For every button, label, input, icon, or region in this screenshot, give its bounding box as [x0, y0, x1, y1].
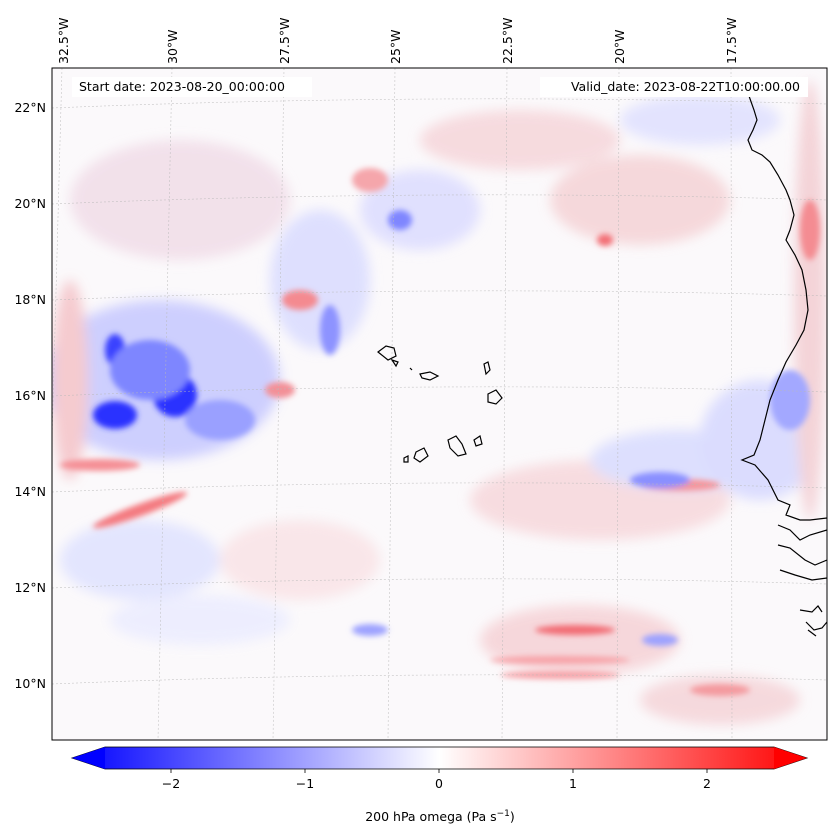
- coastlines: [377, 95, 827, 637]
- latitude-labels: 22°N 20°N 18°N 16°N 14°N 12°N 10°N: [14, 100, 46, 691]
- colorbar-label-sup: −1: [497, 809, 510, 819]
- colorbar-label-main: 200 hPa omega (Pa s: [365, 809, 496, 824]
- lon-label-25w: 25°W: [388, 29, 403, 64]
- start-date-text: Start date: 2023-08-20_00:00:00: [79, 79, 285, 94]
- lon-label-30w: 30°W: [165, 29, 180, 64]
- lat-label-20n: 20°N: [14, 196, 46, 211]
- lon-label-32-5w: 32.5°W: [56, 18, 71, 64]
- lat-label-14n: 14°N: [14, 484, 46, 499]
- longitude-labels: 32.5°W 30°W 27.5°W 25°W 22.5°W 20°W 17.5…: [56, 18, 739, 64]
- start-date-box: [72, 77, 312, 97]
- colorbar-label-close: ): [510, 809, 515, 824]
- colorbar-tick-label: −2: [162, 776, 180, 791]
- lon-label-17-5w: 17.5°W: [724, 18, 739, 64]
- africa-coastline: [740, 95, 827, 521]
- colorbar-min-extend: [72, 747, 105, 769]
- colorbar-tick-label: 2: [703, 776, 711, 791]
- cape-verde-islands: [377, 345, 397, 361]
- lon-label-27-5w: 27.5°W: [277, 18, 292, 64]
- lon-label-20w: 20°W: [612, 29, 627, 64]
- colorbar-body: [70, 746, 809, 770]
- valid-date-text: Valid_date: 2023-08-22T10:00:00.00: [571, 79, 800, 94]
- map-panel: Start date: 2023-08-20_00:00:00 Valid_da…: [51, 67, 828, 741]
- lat-label-12n: 12°N: [14, 580, 46, 595]
- colorbar-ticks: [170, 769, 708, 773]
- valid-date-box: [540, 77, 808, 97]
- lat-label-10n: 10°N: [14, 676, 46, 691]
- colorbar-label: 200 hPa omega (Pa s−1): [365, 809, 515, 824]
- lat-label-22n: 22°N: [14, 100, 46, 115]
- lat-label-18n: 18°N: [14, 292, 46, 307]
- colorbar: −2 −1 0 1 2 200 hPa omega (Pa s−1): [70, 746, 809, 824]
- lon-label-22-5w: 22.5°W: [500, 18, 515, 64]
- colorbar-tick-label: 0: [435, 776, 443, 791]
- colorbar-tick-label: −1: [296, 776, 314, 791]
- colorbar-tick-label: 1: [569, 776, 577, 791]
- lat-label-16n: 16°N: [14, 388, 46, 403]
- colorbar-max-extend: [774, 747, 807, 769]
- omega-field: [52, 68, 827, 740]
- gridlines: [52, 68, 827, 740]
- map-frame: [51, 67, 828, 741]
